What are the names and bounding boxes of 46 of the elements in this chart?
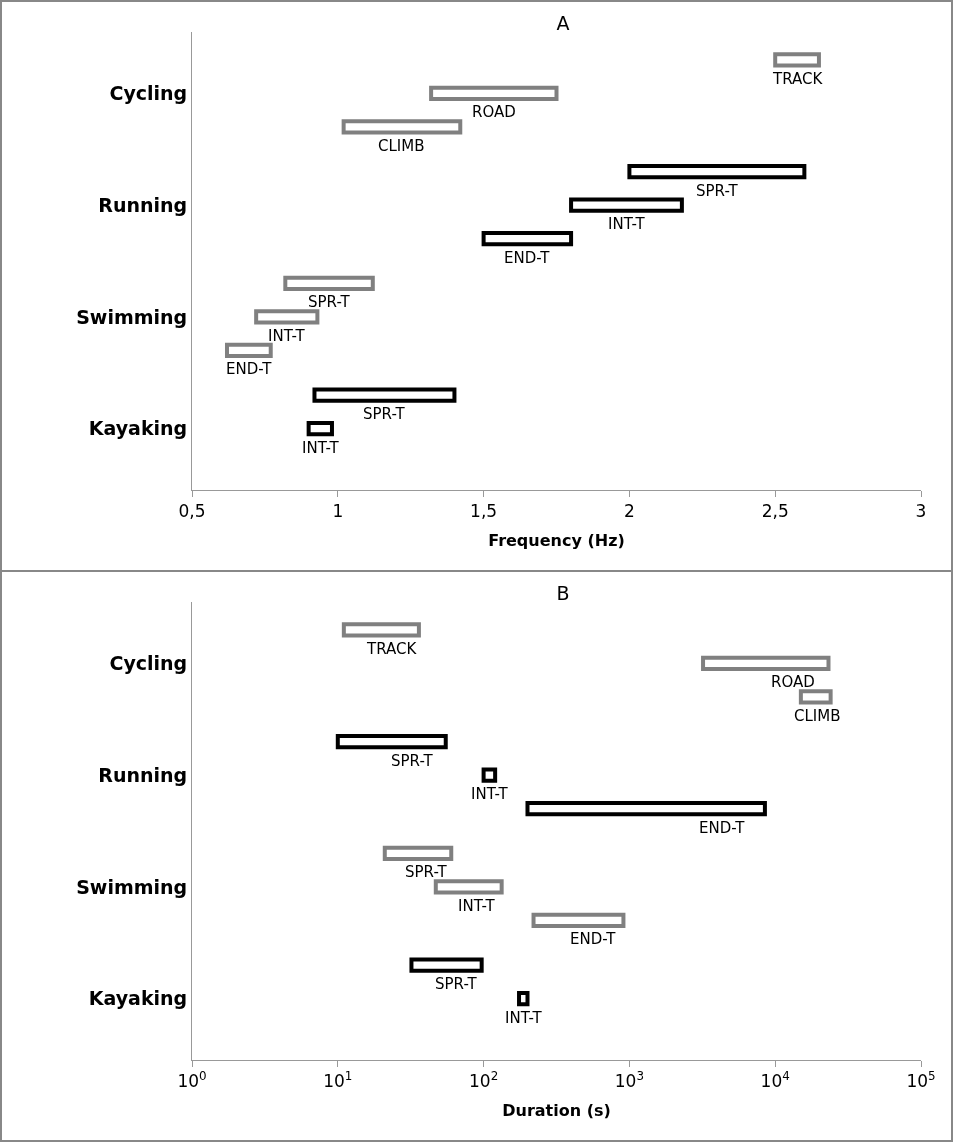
- y-tick-label: Kayaking: [88, 987, 188, 1010]
- x-tick-label: 10$^{5}$: [906, 1069, 936, 1092]
- text: SPR-T: [363, 405, 405, 423]
- series-label: END-T: [226, 360, 273, 378]
- x-tick-label: 1: [332, 501, 344, 522]
- y-tick-label: Cycling: [109, 82, 188, 105]
- text: SPR-T: [696, 182, 738, 200]
- text: INT-T: [268, 327, 305, 345]
- series-label: END-T: [570, 930, 617, 948]
- x-tick-label: 10$^{3}$: [614, 1069, 645, 1092]
- x-tick-label: 3: [915, 501, 927, 522]
- x-tick-label: 1,5: [470, 501, 498, 522]
- x-tick-label: 0,5: [178, 501, 206, 522]
- text: END-T: [504, 249, 550, 267]
- text: INT-T: [471, 785, 508, 803]
- text: INT-T: [302, 439, 339, 457]
- series-label: CLIMB: [378, 137, 425, 155]
- series-label: CLIMB: [794, 707, 841, 725]
- text: INT-T: [505, 1009, 542, 1027]
- x-tick-label: 10$^{2}$: [468, 1069, 499, 1092]
- y-tick-label: Swimming: [76, 875, 188, 898]
- y-tick-label: Running: [98, 763, 188, 786]
- chart-title: A: [556, 11, 570, 34]
- text: END-T: [699, 819, 745, 837]
- x-tick-label: 10$^{1}$: [323, 1069, 353, 1092]
- series-label: ROAD: [771, 673, 815, 691]
- y-tick-label: Running: [98, 193, 188, 216]
- series-label: TRACK: [772, 70, 824, 88]
- x-axis-title: Duration (s): [502, 1101, 611, 1121]
- chart-title: B: [556, 581, 570, 604]
- x-tick-label: 2,5: [761, 501, 789, 522]
- y-tick-label: Swimming: [76, 305, 188, 328]
- series-label: INT-T: [608, 215, 646, 233]
- series-label: INT-T: [458, 897, 496, 915]
- text: SPR-T: [435, 975, 477, 993]
- series-label: ROAD: [472, 103, 516, 121]
- x-axis-title: Frequency (Hz): [488, 531, 625, 551]
- x-tick-label: 10$^{0}$: [177, 1069, 207, 1092]
- x-tick-label: 2: [623, 501, 635, 522]
- series-label: TRACK: [366, 640, 418, 658]
- y-tick-label: Cycling: [109, 652, 188, 675]
- series-label: SPR-T: [405, 863, 448, 881]
- y-tick-label: Kayaking: [88, 417, 188, 440]
- x-tick-label: 10$^{4}$: [760, 1069, 790, 1092]
- text: SPR-T: [391, 752, 433, 770]
- series-label: SPR-T: [308, 293, 351, 311]
